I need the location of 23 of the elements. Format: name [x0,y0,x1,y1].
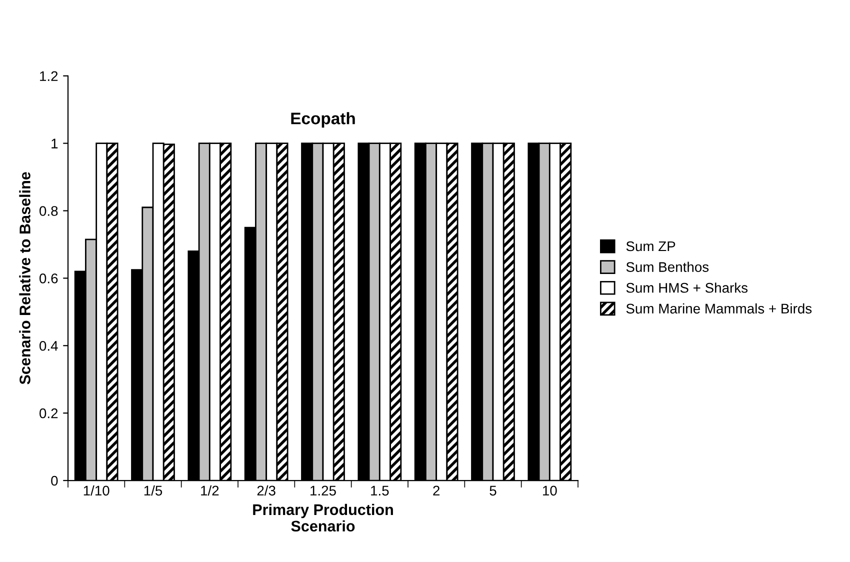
legend-label: Sum Benthos [626,262,709,272]
x-tick-label: 1/10 [84,485,110,496]
y-tick-label: 1 [52,138,58,148]
x-tick-label: 1.5 [371,486,389,496]
x-tick-label: 1/2 [201,485,219,496]
x-tick-label: 1.25 [310,486,336,496]
y-tick-label: 0.2 [40,408,58,418]
y-axis-title: Scenario Relative to Baseline [19,172,30,384]
x-tick-label: 2 [433,486,440,496]
x-tick-label: 2/3 [257,485,276,496]
x-axis-title: Primary Production Scenario [253,504,393,532]
x-tick-label: 5 [490,486,496,496]
x-tick-label: 10 [543,486,557,496]
y-tick-label: 0.4 [40,340,58,351]
text: Ecopath [291,112,355,128]
legend-label: Sum Marine Mammals + Birds [626,303,812,314]
y-tick-label: 0.6 [40,274,58,284]
legend-label: Sum HMS + Sharks [626,282,748,293]
legend-label: Sum ZP [626,241,676,252]
y-tick-label: 0 [51,476,58,486]
y-tick-label: 1.2 [40,71,58,81]
x-tick-label: 1/5 [144,485,162,496]
y-tick-label: 0.8 [40,206,58,216]
